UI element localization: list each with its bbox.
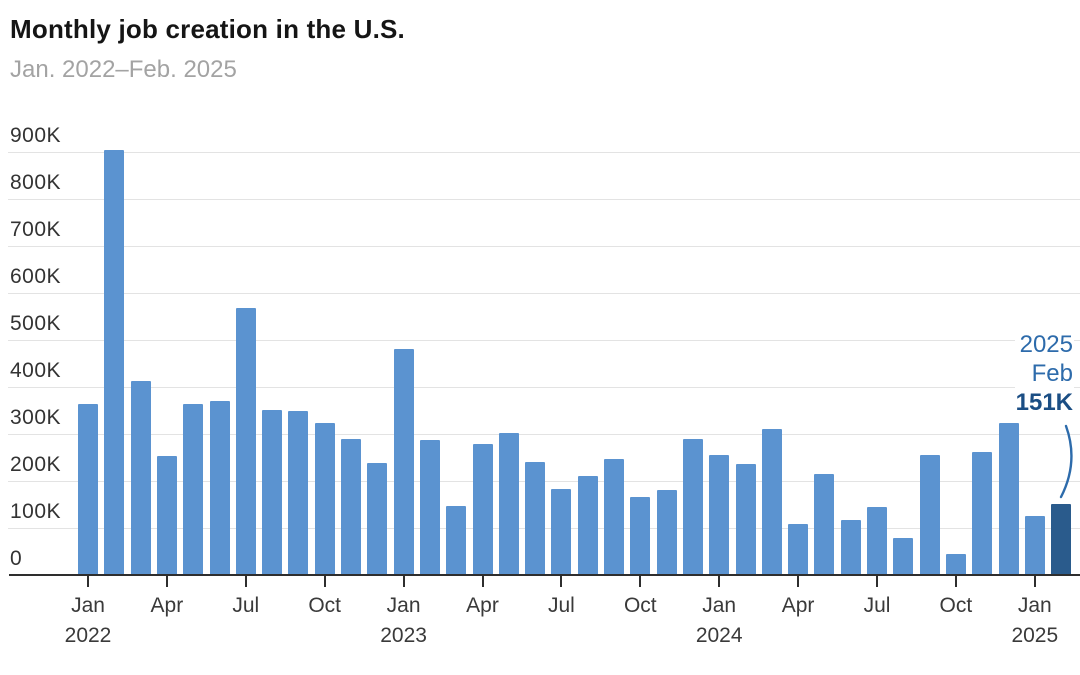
bar-mar-2022 (130, 380, 151, 575)
bar-jun-2023 (525, 462, 546, 575)
bar-sep-2023 (604, 459, 624, 575)
y-axis-label: 100K (10, 500, 62, 524)
bar-oct-2022 (314, 422, 335, 575)
bar-aug-2022 (262, 409, 283, 575)
bar-mar-2024 (761, 429, 782, 575)
bar-apr-2023 (472, 444, 493, 575)
bar-nov-2024 (972, 452, 993, 575)
x-axis-tick (244, 576, 247, 587)
bar-feb-2025 (1051, 504, 1072, 575)
x-axis-tick (797, 576, 800, 587)
bar-jan-2024 (709, 454, 730, 575)
x-axis-year-label: 2022 (64, 624, 112, 647)
chart-subtitle: Jan. 2022–Feb. 2025 (10, 56, 237, 83)
x-axis-tick (481, 576, 484, 587)
bar-nov-2023 (656, 489, 677, 575)
x-axis-month-label: Jul (547, 594, 575, 617)
annotation-year: 2025 (1019, 331, 1073, 358)
annotation-month: Feb (1031, 360, 1073, 387)
y-gridline (8, 386, 1080, 388)
bar-jan-2025 (1024, 516, 1045, 575)
x-axis-line (9, 574, 1080, 576)
y-gridline (8, 245, 1080, 247)
x-axis-tick (87, 576, 89, 587)
bar-jul-2022 (235, 308, 256, 575)
x-axis-year-label: 2024 (695, 624, 743, 647)
bar-oct-2023 (630, 497, 651, 575)
y-axis-label: 900K (10, 124, 62, 148)
y-gridline (8, 151, 1080, 153)
annotation-value: 151K (1015, 389, 1073, 416)
bar-jul-2023 (551, 488, 572, 575)
bar-dec-2024 (998, 423, 1019, 575)
y-axis-label: 200K (10, 453, 62, 477)
y-axis-label: 300K (10, 406, 62, 430)
bar-feb-2023 (419, 440, 440, 575)
bar-oct-2024 (945, 554, 966, 575)
bar-jan-2023 (393, 348, 414, 575)
bar-feb-2022 (104, 150, 125, 575)
x-axis-tick (165, 576, 168, 587)
bar-sep-2022 (288, 410, 309, 575)
x-axis-tick (718, 576, 721, 587)
bar-jun-2022 (209, 401, 230, 575)
bar-sep-2024 (919, 455, 940, 575)
x-axis-year-label: 2025 (1011, 624, 1059, 647)
x-axis-month-label: Apr (150, 594, 184, 617)
x-axis-month-label: Apr (466, 594, 499, 617)
x-axis-month-label: Jan (1017, 594, 1052, 617)
x-axis-month-label: Jul (863, 594, 891, 617)
x-axis-tick (954, 576, 957, 587)
x-axis-month-label: Apr (781, 594, 815, 617)
y-axis-label: 500K (10, 312, 62, 336)
x-axis-tick (323, 576, 326, 587)
x-axis-tick (402, 576, 405, 587)
x-axis-tick (560, 576, 563, 587)
bar-may-2024 (814, 473, 835, 575)
y-gridline (8, 292, 1080, 294)
x-axis-tick (1033, 576, 1036, 587)
y-gridline (8, 339, 1080, 341)
y-axis-label: 0 (10, 547, 23, 570)
bar-dec-2023 (682, 438, 703, 575)
x-axis-month-label: Jul (232, 594, 260, 617)
bar-aug-2024 (893, 538, 914, 575)
x-axis-month-label: Oct (623, 594, 657, 617)
chart-title: Monthly job creation in the U.S. (10, 14, 405, 44)
bar-dec-2022 (367, 462, 388, 575)
y-axis-label: 800K (10, 171, 62, 195)
y-axis-label: 400K (10, 359, 62, 383)
bar-apr-2022 (156, 455, 177, 575)
y-axis-label: 600K (10, 265, 62, 289)
bar-nov-2022 (341, 438, 361, 575)
highlight-annotation: 2025 Feb 151K (1014, 330, 1074, 417)
x-axis-month-label: Jan (71, 594, 105, 617)
bar-jun-2024 (840, 519, 861, 575)
x-axis-month-label: Oct (939, 594, 973, 617)
bar-mar-2023 (446, 506, 467, 575)
x-axis-tick (876, 576, 878, 587)
bar-aug-2023 (577, 476, 598, 575)
x-axis-year-label: 2023 (380, 624, 427, 647)
bar-apr-2024 (788, 524, 809, 575)
y-axis-label: 700K (10, 218, 62, 242)
bar-jul-2024 (867, 507, 887, 575)
bar-jan-2022 (78, 404, 98, 575)
x-axis-month-label: Jan (386, 594, 421, 617)
x-axis-month-label: Oct (308, 594, 342, 617)
bar-feb-2024 (735, 464, 756, 575)
bar-may-2022 (183, 404, 204, 575)
x-axis-tick (639, 576, 642, 587)
x-axis-month-label: Jan (702, 594, 737, 617)
y-gridline (8, 198, 1080, 200)
y-gridline (8, 433, 1080, 435)
bar-may-2023 (498, 432, 519, 575)
